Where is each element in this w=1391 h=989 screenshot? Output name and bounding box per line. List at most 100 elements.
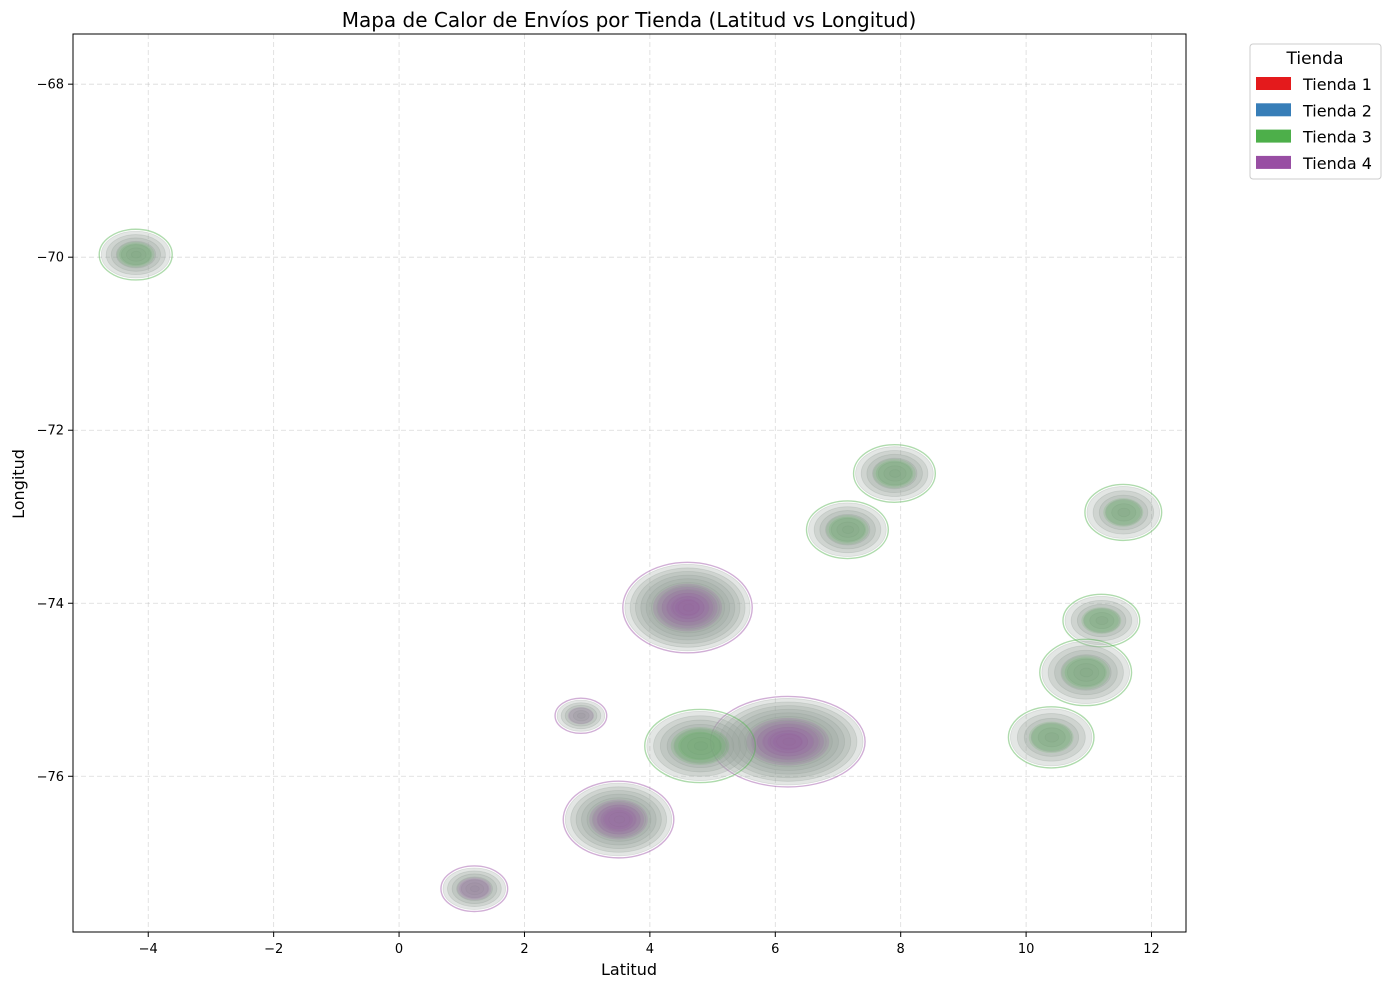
contour-core bbox=[596, 804, 641, 835]
contour-level bbox=[883, 465, 907, 482]
contour-level bbox=[724, 705, 852, 779]
contour-core bbox=[567, 707, 595, 725]
contour-level bbox=[1076, 604, 1127, 638]
contour-level bbox=[460, 879, 489, 899]
contour-core bbox=[116, 241, 155, 268]
contour-level bbox=[731, 708, 846, 775]
axis-ticks: −4 −2 0 2 4 6 8 10 12 −68 −70 −72 −74 −76 bbox=[37, 78, 1160, 957]
contour-core bbox=[1031, 723, 1071, 752]
contour-level bbox=[635, 571, 741, 645]
contour-level bbox=[1089, 612, 1115, 630]
contour-halo bbox=[1007, 706, 1095, 769]
contour-halo bbox=[98, 228, 173, 281]
y-tick-label: −68 bbox=[37, 78, 64, 93]
contour-level bbox=[718, 701, 858, 782]
contour-level bbox=[763, 726, 815, 757]
contour-halo bbox=[440, 865, 509, 913]
contour-level bbox=[602, 808, 636, 831]
contour-level bbox=[1098, 494, 1149, 531]
contour-level bbox=[756, 723, 821, 761]
contour-level bbox=[442, 867, 507, 910]
contour-core bbox=[589, 799, 648, 840]
contour-core bbox=[1083, 608, 1119, 633]
contour-level bbox=[1073, 663, 1100, 682]
x-tick-label: 0 bbox=[395, 942, 403, 957]
contour-level bbox=[1083, 608, 1121, 634]
contour-level bbox=[1111, 503, 1137, 522]
contour-level bbox=[645, 578, 731, 637]
contour-core bbox=[873, 458, 916, 489]
contour-level bbox=[653, 715, 748, 777]
contour-level bbox=[656, 585, 720, 630]
contour-core bbox=[767, 729, 809, 754]
y-axis-label: Longitud bbox=[9, 449, 28, 519]
contour-level bbox=[586, 797, 652, 842]
contour-level bbox=[592, 800, 647, 839]
legend: Tienda Tienda 1 Tienda 2 Tienda 3 Tienda 4 bbox=[1249, 43, 1382, 180]
contour-core bbox=[751, 720, 824, 763]
contour-level bbox=[120, 244, 152, 266]
legend-entry-label: Tienda 2 bbox=[1302, 101, 1372, 120]
contour-level bbox=[568, 707, 594, 724]
contour-level bbox=[744, 716, 833, 768]
contour-level bbox=[575, 790, 662, 850]
contour-core bbox=[828, 516, 867, 543]
contour-core bbox=[762, 726, 814, 757]
legend-swatch bbox=[1256, 77, 1291, 90]
contour-core bbox=[604, 809, 633, 830]
contour-core bbox=[746, 717, 830, 766]
contour-level bbox=[1023, 717, 1080, 757]
contour-level bbox=[451, 873, 498, 904]
contour-halo bbox=[562, 780, 675, 859]
contour-core bbox=[592, 802, 645, 837]
contour-level bbox=[667, 592, 710, 623]
grid-lines bbox=[73, 34, 1186, 932]
contour-core bbox=[756, 723, 819, 760]
contour-core bbox=[661, 589, 714, 626]
contour-level bbox=[576, 712, 586, 719]
contour-halo bbox=[1039, 638, 1133, 707]
legend-entry-label: Tienda 4 bbox=[1302, 154, 1372, 173]
contour-level bbox=[687, 736, 715, 756]
y-tick-label: −76 bbox=[37, 770, 64, 785]
contour-level bbox=[1030, 722, 1073, 753]
contour-level bbox=[836, 521, 860, 538]
x-axis-label: Latitud bbox=[601, 960, 657, 979]
contour-core bbox=[600, 807, 637, 832]
contour-level bbox=[819, 510, 876, 550]
contour-level bbox=[782, 737, 796, 746]
contour-level bbox=[769, 730, 809, 753]
contour-level bbox=[889, 469, 902, 478]
density-cluster bbox=[562, 780, 675, 859]
contour-level bbox=[877, 461, 912, 486]
contour-halo bbox=[622, 561, 753, 654]
contour-level bbox=[776, 734, 803, 750]
contour-level bbox=[1092, 490, 1155, 535]
contour-level bbox=[1066, 658, 1106, 687]
density-cluster bbox=[1084, 483, 1163, 542]
contour-level bbox=[866, 453, 923, 494]
density-cluster bbox=[98, 228, 173, 281]
contour-level bbox=[1016, 713, 1086, 762]
legend-title: Tienda bbox=[1285, 49, 1343, 69]
contour-core bbox=[1081, 607, 1122, 634]
contour-level bbox=[672, 596, 705, 619]
contour-level bbox=[842, 525, 855, 534]
contour-core bbox=[674, 729, 726, 763]
contour-level bbox=[1079, 667, 1094, 678]
contour-level bbox=[130, 250, 142, 259]
contour-level bbox=[570, 786, 668, 853]
contour-core bbox=[670, 595, 705, 620]
density-cluster bbox=[1007, 706, 1095, 769]
contour-level bbox=[659, 719, 741, 773]
contour-core bbox=[772, 733, 803, 751]
x-tick-label: −4 bbox=[139, 942, 158, 957]
contour-level bbox=[456, 876, 493, 902]
contour-level bbox=[597, 804, 641, 835]
plot-frame bbox=[72, 33, 1187, 933]
y-tick-label: −72 bbox=[37, 424, 64, 439]
contour-core bbox=[674, 598, 701, 617]
contour-core bbox=[666, 592, 709, 623]
legend-swatch bbox=[1256, 129, 1291, 143]
contour-level bbox=[564, 782, 673, 857]
